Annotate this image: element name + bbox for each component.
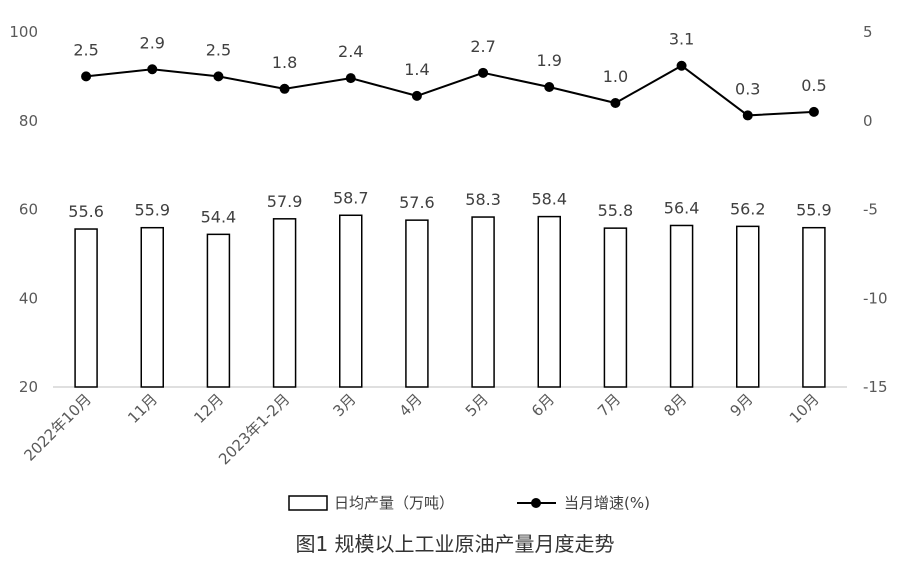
x-axis-tick-label: 6月 bbox=[528, 390, 558, 420]
line-point bbox=[279, 83, 290, 94]
legend: 日均产量（万吨） 当月增速(%) bbox=[288, 494, 650, 512]
x-axis-tick-label: 9月 bbox=[726, 390, 756, 420]
bar-data-label: 56.2 bbox=[730, 199, 766, 218]
left-axis-tick-label: 40 bbox=[19, 289, 38, 307]
bar bbox=[669, 224, 694, 388]
line-data-label: 0.3 bbox=[735, 79, 760, 98]
legend-line-label: 当月增速(%) bbox=[564, 494, 650, 512]
bar bbox=[272, 218, 297, 388]
line-point bbox=[81, 71, 92, 82]
line-path bbox=[85, 64, 814, 117]
right-axis-ticks: 5 0 -5 -10 -15 bbox=[863, 23, 888, 396]
line-point bbox=[742, 110, 753, 121]
line-data-label: 2.7 bbox=[470, 37, 495, 56]
x-axis-tick-label: 7月 bbox=[594, 390, 624, 420]
x-axis-tick-label: 10月 bbox=[786, 390, 823, 427]
line-data-label: 2.5 bbox=[73, 40, 98, 59]
bar-data-label: 55.8 bbox=[598, 201, 634, 220]
bar bbox=[405, 219, 429, 388]
line-point bbox=[411, 90, 422, 101]
line-data-label: 3.1 bbox=[669, 30, 694, 49]
line-point bbox=[345, 73, 356, 84]
bar bbox=[74, 228, 98, 388]
line-point bbox=[676, 60, 687, 71]
line-data-label: 0.5 bbox=[801, 76, 826, 95]
bar-data-label: 55.6 bbox=[68, 202, 104, 221]
left-axis-tick-label: 80 bbox=[19, 112, 38, 130]
right-axis-tick-label: -15 bbox=[863, 378, 888, 396]
bar-data-label: 56.4 bbox=[664, 198, 700, 217]
bar-data-labels: 55.6 55.9 54.4 57.9 58.7 57.6 58.3 58.4 55.8 56.4… bbox=[68, 188, 831, 226]
x-axis-tick-label: 3月 bbox=[329, 390, 359, 420]
bar-data-label: 58.7 bbox=[333, 188, 369, 207]
line-data-label: 2.4 bbox=[338, 42, 363, 61]
line-data-label: 1.9 bbox=[537, 51, 562, 70]
line-data-label: 2.5 bbox=[206, 40, 231, 59]
line-point bbox=[544, 82, 555, 93]
bar-data-label: 55.9 bbox=[134, 201, 170, 220]
right-axis-tick-label: 0 bbox=[863, 112, 873, 130]
bar-data-label: 58.3 bbox=[465, 190, 501, 209]
bar-series bbox=[74, 214, 826, 388]
line-data-label: 1.0 bbox=[603, 67, 628, 86]
line-point bbox=[610, 98, 621, 108]
line-data-labels: 2.5 2.9 2.5 1.8 2.4 1.4 2.7 1.9 1.0 3.1 0.3 0.5 bbox=[73, 30, 826, 99]
left-axis-tick-label: 20 bbox=[19, 378, 38, 396]
bar bbox=[736, 225, 760, 388]
bar bbox=[339, 214, 363, 388]
line-data-label: 1.4 bbox=[404, 60, 429, 79]
line-data-label: 1.8 bbox=[272, 53, 297, 72]
left-axis-ticks: 100 80 60 40 20 bbox=[9, 23, 38, 396]
line-point bbox=[147, 64, 158, 75]
line-point bbox=[808, 106, 819, 117]
right-axis-tick-label: 5 bbox=[863, 23, 873, 41]
bar bbox=[206, 233, 231, 388]
figure-caption: 图1 规模以上工业原油产量月度走势 bbox=[295, 532, 615, 556]
left-axis-tick-label: 60 bbox=[19, 201, 38, 219]
bar-data-label: 57.9 bbox=[267, 192, 303, 211]
bar bbox=[471, 216, 495, 388]
bar-data-label: 54.4 bbox=[201, 207, 237, 226]
legend-bar-swatch bbox=[288, 495, 328, 511]
x-axis-tick-label: 12月 bbox=[190, 390, 227, 427]
bar bbox=[537, 215, 561, 388]
line-series bbox=[81, 60, 819, 121]
bar-data-label: 58.4 bbox=[531, 190, 567, 209]
bar bbox=[140, 226, 164, 388]
left-axis-tick-label: 100 bbox=[9, 23, 38, 41]
x-axis-tick-label: 5月 bbox=[462, 390, 492, 420]
x-axis-tick-label: 8月 bbox=[660, 390, 690, 420]
line-point bbox=[213, 71, 224, 82]
bar-data-label: 57.6 bbox=[399, 193, 435, 212]
bar bbox=[603, 227, 628, 388]
x-axis-tick-label: 4月 bbox=[396, 390, 426, 420]
line-point bbox=[478, 67, 489, 78]
right-axis-tick-label: -10 bbox=[863, 289, 888, 307]
x-axis-tick-label: 11月 bbox=[124, 390, 161, 427]
line-data-label: 2.9 bbox=[140, 33, 165, 52]
legend-line-marker bbox=[531, 498, 541, 508]
x-axis-tick-label: 2023年1-2月 bbox=[215, 390, 293, 468]
right-axis-tick-label: -5 bbox=[863, 201, 878, 219]
x-axis-tick-label: 2022年10月 bbox=[20, 390, 94, 464]
bar bbox=[802, 226, 826, 388]
legend-bar-label: 日均产量（万吨） bbox=[334, 494, 454, 512]
bar-data-label: 55.9 bbox=[796, 201, 832, 220]
